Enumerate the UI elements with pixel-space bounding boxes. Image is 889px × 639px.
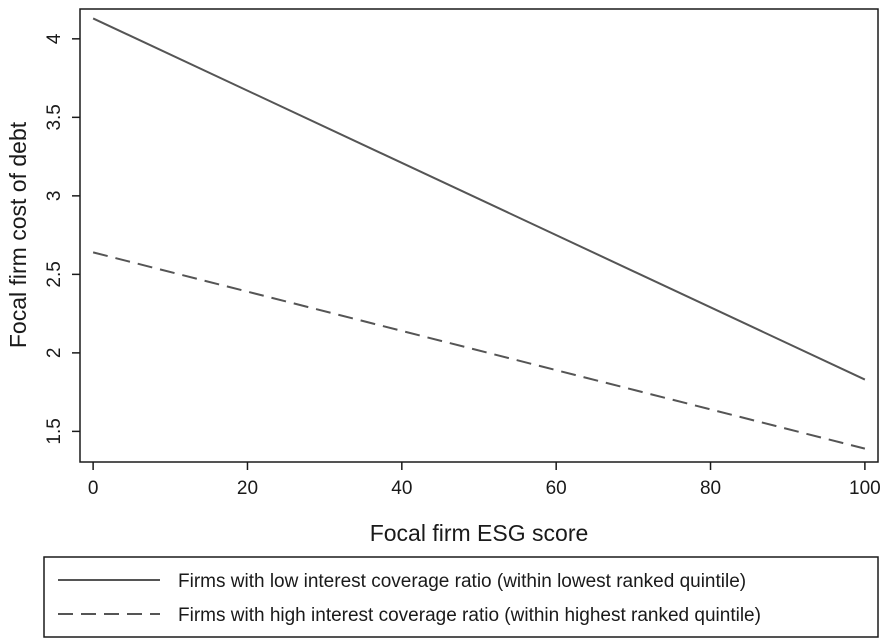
y-tick-label: 4 [44, 33, 65, 44]
y-tick-label: 2.5 [44, 261, 65, 287]
x-tick-label: 40 [391, 478, 412, 499]
legend-label: Firms with high interest coverage ratio … [178, 605, 761, 626]
y-axis: 1.5 2 2.5 3 3.5 4 [44, 33, 80, 445]
y-tick-label: 1.5 [44, 418, 65, 444]
legend-box [43, 556, 879, 638]
y-tick-label: 3 [44, 191, 65, 202]
x-tick-label: 60 [546, 478, 567, 499]
legend-label: Firms with low interest coverage ratio (… [178, 571, 746, 592]
x-tick-label: 0 [88, 478, 99, 499]
x-axis-title: Focal firm ESG score [370, 520, 589, 546]
series-lines [92, 17, 866, 450]
y-tick-label: 2 [44, 348, 65, 359]
series-line [92, 251, 866, 450]
x-tick-label: 100 [849, 478, 881, 499]
x-tick-label: 20 [237, 478, 258, 499]
x-axis: 0 20 40 60 80 100 [88, 462, 881, 499]
y-tick-label: 3.5 [44, 104, 65, 130]
y-axis-title: Focal firm cost of debt [5, 121, 31, 348]
plot-frame [79, 8, 879, 463]
legend: Firms with low interest coverage ratio (… [43, 556, 879, 638]
x-tick-label: 80 [700, 478, 721, 499]
series-line [92, 17, 866, 381]
